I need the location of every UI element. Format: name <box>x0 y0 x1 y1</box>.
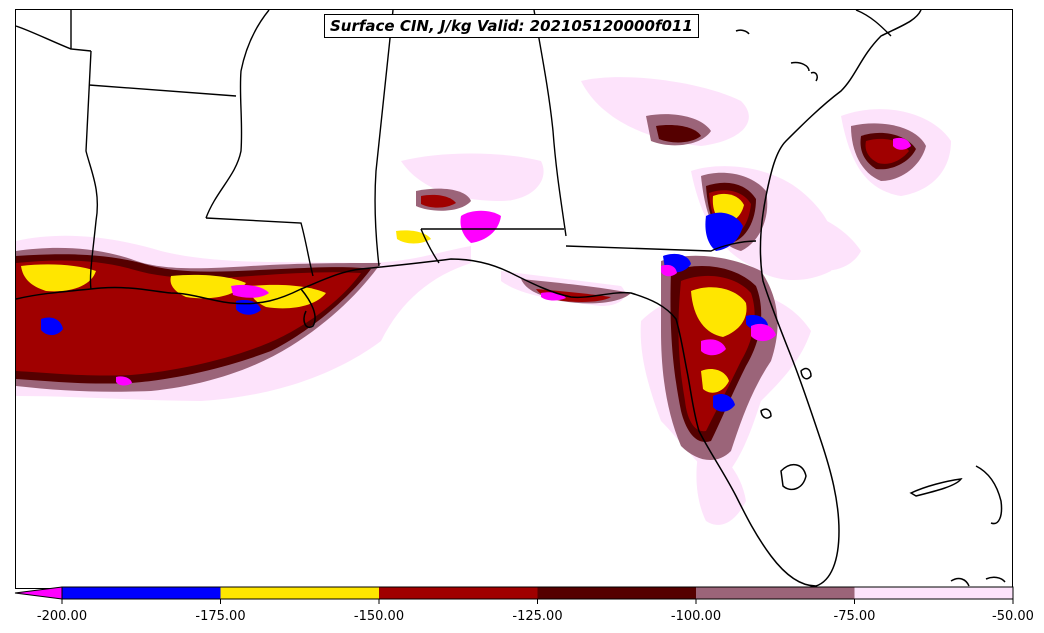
colorbar <box>14 586 1014 604</box>
colorbar-tick-label: -150.00 <box>353 609 405 624</box>
cin-shading <box>16 77 951 525</box>
colorbar-segment <box>220 587 380 599</box>
colorbar-segment <box>379 587 538 599</box>
colorbar-segment <box>537 587 697 599</box>
colorbar-extend-outline <box>14 586 63 600</box>
colorbar-tick-label: -100.00 <box>670 609 722 624</box>
colorbar-tick-label: -200.00 <box>36 609 88 624</box>
map-title: Surface CIN, J/kg Valid: 202105120000f01… <box>324 14 699 38</box>
colorbar-tick-label: -175.00 <box>195 609 246 624</box>
colorbar-segment <box>62 587 221 599</box>
coastlines <box>16 10 1006 587</box>
colorbar-extend-under <box>15 587 62 599</box>
colorbar-outline <box>61 586 1014 600</box>
colorbar-tick-label: -75.00 <box>833 609 876 624</box>
colorbar-segment <box>854 587 1014 599</box>
state-borders <box>16 10 892 290</box>
cin-map <box>16 10 1006 587</box>
colorbar-tick-label: -50.00 <box>992 609 1034 624</box>
colorbar-segment <box>696 587 855 599</box>
map-panel <box>15 9 1013 589</box>
colorbar-tick-label: -125.00 <box>512 609 563 624</box>
